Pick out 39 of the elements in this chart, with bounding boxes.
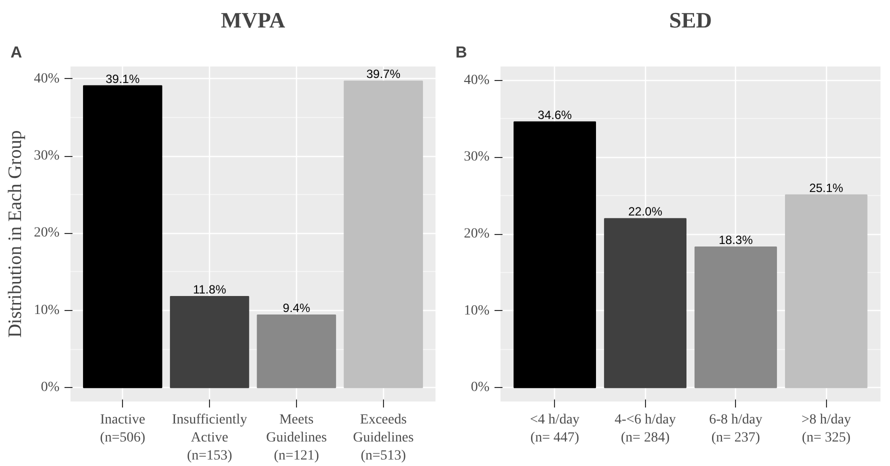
x-tick-label: 6-8 h/day (n= 237) — [709, 412, 762, 446]
x-tick-label: Inactive (n=506) — [100, 412, 146, 446]
bar — [514, 121, 596, 388]
bar — [604, 218, 686, 388]
chart-title: SED — [669, 8, 712, 32]
y-tick-label: 30% — [464, 150, 490, 165]
y-axis-title: Distribution in Each Group — [4, 130, 26, 338]
x-tick-label: Exceeds Guidelines (n=513) — [353, 412, 414, 464]
y-tick-label: 40% — [464, 72, 490, 88]
bar — [344, 80, 423, 388]
x-tick-label: >8 h/day (n= 325) — [801, 412, 851, 446]
data-label: 25.1% — [809, 180, 844, 195]
y-tick-label: 0% — [470, 380, 490, 396]
x-tick-label: 4-<6 h/day (n= 284) — [614, 412, 676, 446]
bar — [785, 194, 868, 388]
data-label: 9.4% — [282, 301, 310, 316]
bar — [83, 85, 162, 388]
y-tick-label: 40% — [34, 71, 60, 86]
y-tick-label: 0% — [40, 380, 60, 396]
data-label: 22.0% — [628, 204, 663, 219]
bar — [694, 246, 777, 388]
data-label: 39.1% — [106, 72, 140, 86]
bar — [256, 314, 336, 388]
x-tick-label: Insufficiently Active (n=153) — [172, 412, 248, 464]
text: B — [456, 44, 468, 62]
data-label: 39.7% — [366, 67, 401, 82]
y-tick-label: 30% — [34, 148, 60, 164]
y-tick-label: 10% — [34, 302, 60, 318]
data-label: 11.8% — [192, 282, 226, 297]
x-tick-label: <4 h/day (n= 447) — [530, 412, 580, 446]
y-tick-label: 20% — [464, 226, 490, 242]
data-label: 18.3% — [718, 233, 754, 248]
bar — [170, 296, 250, 388]
y-tick-label: 10% — [464, 303, 490, 318]
chart-title: MVPA — [220, 8, 286, 32]
data-label: 34.6% — [538, 108, 572, 122]
y-tick-label: 20% — [34, 226, 60, 241]
text: A — [10, 44, 22, 62]
x-tick-label: Meets Guidelines (n=121) — [266, 412, 327, 464]
